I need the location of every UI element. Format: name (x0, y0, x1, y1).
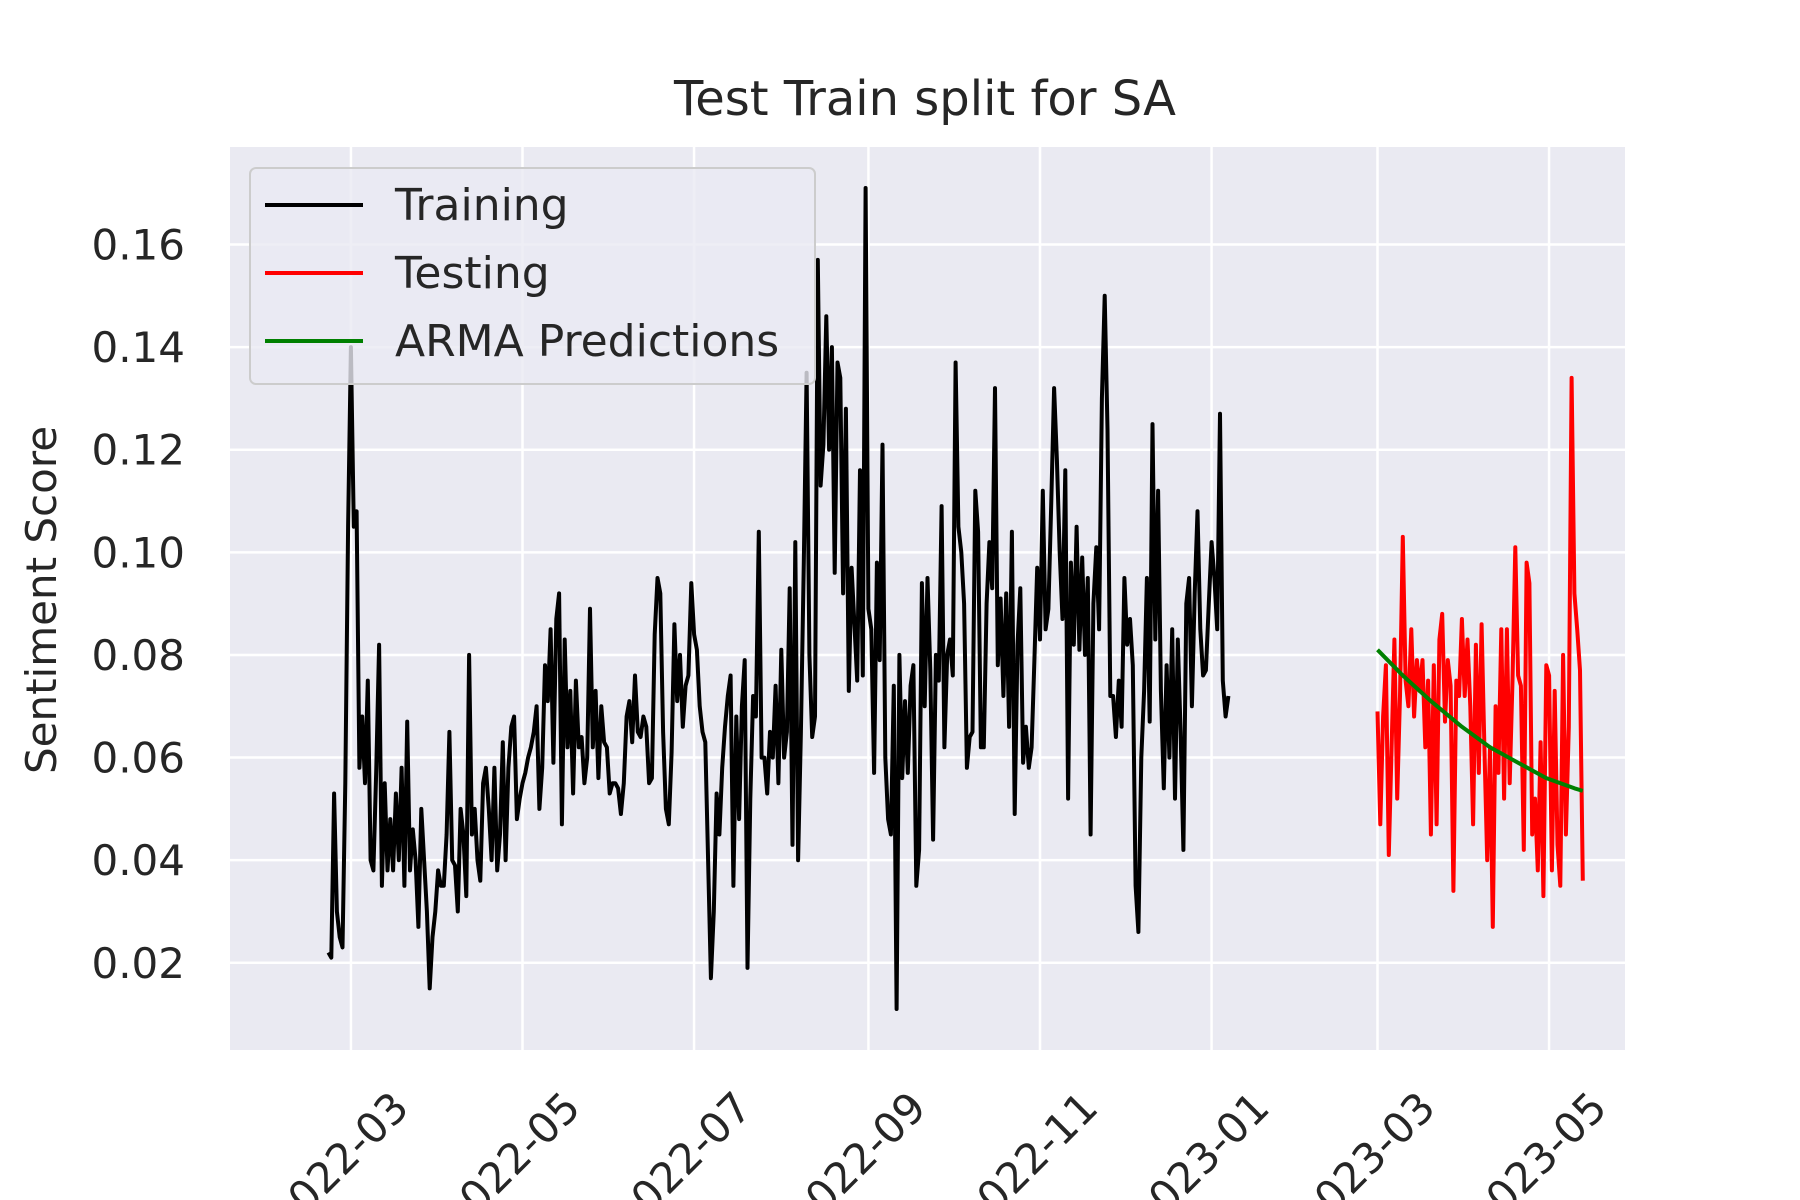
legend-label-arma: ARMA Predictions (395, 316, 779, 367)
legend-frame (249, 167, 816, 385)
y-tick-label: 0.04 (91, 836, 185, 885)
series-training-line (326, 186, 1231, 1011)
x-tick-label: 2022-05 (431, 1082, 590, 1200)
series-testing-line (1375, 375, 1585, 929)
x-tick-label: 2022-09 (777, 1082, 936, 1200)
x-tick-label: 2023-03 (1286, 1082, 1445, 1200)
legend-label-testing: Testing (394, 248, 550, 299)
legend: Training Testing ARMA Predictions (249, 167, 816, 385)
y-tick-labels: 0.02 0.04 0.06 0.08 0.10 0.12 0.14 0.16 (91, 220, 185, 987)
y-tick-label: 0.06 (91, 734, 185, 783)
x-tick-label: 2022-03 (259, 1082, 418, 1200)
chart-title: Test Train split for SA (673, 71, 1176, 127)
x-tick-label: 2022-11 (948, 1082, 1107, 1200)
y-axis-label: Sentiment Score (17, 426, 66, 774)
series-arma-line (1376, 648, 1584, 793)
y-tick-label: 0.14 (91, 323, 185, 372)
x-tick-label: 2022-07 (602, 1082, 761, 1200)
y-tick-label: 0.10 (91, 528, 185, 577)
y-tick-label: 0.08 (91, 631, 185, 680)
x-tick-label: 2023-01 (1120, 1082, 1279, 1200)
y-tick-label: 0.02 (91, 939, 185, 988)
y-tick-label: 0.12 (91, 426, 185, 475)
x-tick-label: 2023-05 (1457, 1082, 1616, 1200)
y-tick-label: 0.16 (91, 220, 185, 269)
x-tick-labels: 2022-03 2022-05 2022-07 2022-09 2022-11 2023-… (259, 1082, 1616, 1200)
series-layer (326, 186, 1585, 1011)
legend-label-training: Training (394, 180, 569, 231)
